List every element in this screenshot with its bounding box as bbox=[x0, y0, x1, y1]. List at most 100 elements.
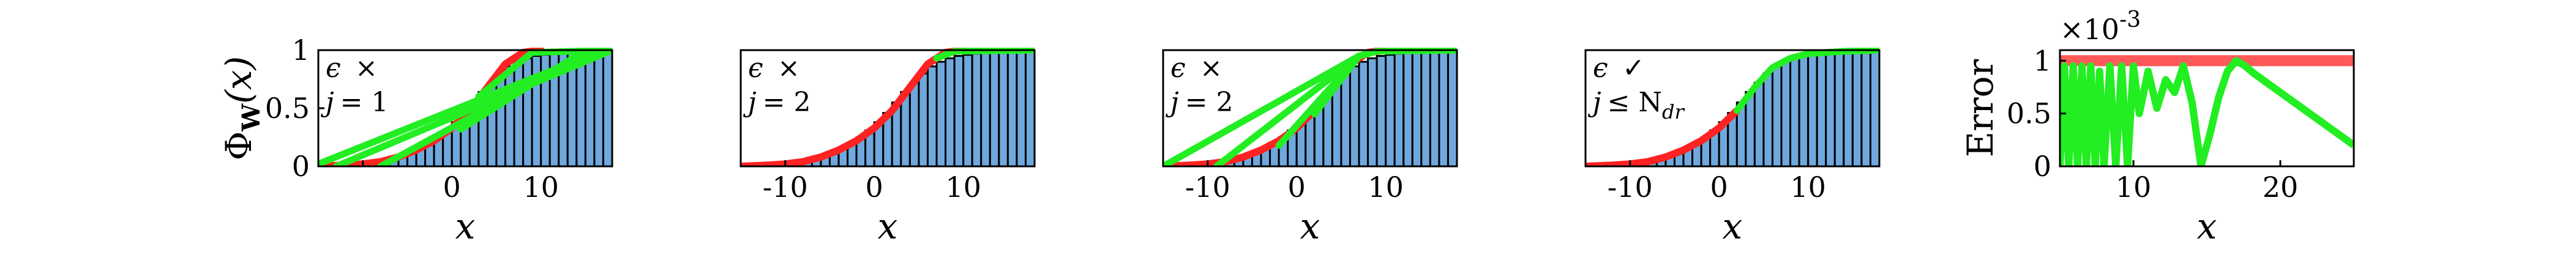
y-axis-label-sub: W bbox=[237, 103, 266, 132]
histogram-bar bbox=[1789, 57, 1800, 166]
histogram-bar bbox=[1411, 51, 1423, 166]
x-tick-label: 0 bbox=[1710, 171, 1728, 204]
multiplier-base: ×10 bbox=[2060, 13, 2119, 46]
histogram-bar bbox=[908, 81, 920, 166]
histogram-bar bbox=[513, 61, 525, 166]
histogram-bar bbox=[1753, 81, 1765, 166]
histogram-bar bbox=[1745, 91, 1756, 166]
histogram-bar bbox=[1340, 72, 1351, 166]
iteration-variable: j bbox=[320, 87, 334, 118]
epsilon-symbol: ϵ bbox=[1593, 53, 1608, 84]
status-mark: × bbox=[355, 53, 378, 84]
histogram-bar bbox=[1385, 54, 1396, 166]
x-tick-label: 20 bbox=[2263, 171, 2299, 204]
histogram-bar bbox=[1869, 49, 1879, 166]
plot-area bbox=[1586, 48, 1879, 166]
x-tick-label: 10 bbox=[1368, 171, 1404, 204]
histogram-bar bbox=[1358, 61, 1369, 166]
empirical-cdf-curve bbox=[1586, 106, 1741, 166]
approximation-segment bbox=[1311, 53, 1363, 117]
histogram-bar bbox=[980, 51, 991, 166]
error-series bbox=[2060, 57, 2354, 166]
histogram-bar bbox=[593, 50, 604, 166]
histogram-bar bbox=[1816, 53, 1827, 166]
iteration-label: j = 2 bbox=[743, 87, 811, 118]
histogram-bar bbox=[1006, 50, 1018, 166]
histogram-bar bbox=[945, 57, 956, 166]
x-axis-label: x bbox=[2197, 205, 2217, 247]
chart-panel-5: 10 20 0 0.5 1 x Error ×10-3 bbox=[1960, 7, 2355, 247]
y-axis-label-base: Φ bbox=[218, 131, 260, 161]
x-axis-label: x bbox=[878, 205, 898, 247]
histogram-bar bbox=[602, 49, 612, 166]
axes-box bbox=[1584, 49, 1881, 168]
y-axis-label-arg: (x) bbox=[218, 56, 260, 104]
histogram-bar bbox=[935, 61, 947, 166]
histogram-bar bbox=[1825, 51, 1836, 166]
axis-multiplier: ×10-3 bbox=[2060, 7, 2141, 46]
approximation-segment bbox=[332, 48, 612, 166]
iteration-value: ≤ N bbox=[1608, 87, 1662, 118]
iteration-value: = 2 bbox=[1185, 87, 1234, 118]
y-tick-label: 0.5 bbox=[265, 92, 310, 125]
status-mark: × bbox=[1200, 53, 1222, 84]
histogram-bar bbox=[575, 50, 586, 166]
x-tick-label: 0 bbox=[866, 171, 883, 204]
epsilon-symbol: ϵ bbox=[326, 53, 341, 84]
x-axis-label: x bbox=[1723, 205, 1743, 247]
x-tick-label: 0 bbox=[443, 171, 461, 204]
status-mark: × bbox=[777, 53, 800, 84]
iteration-value: = 1 bbox=[340, 87, 389, 118]
iteration-variable: j bbox=[1165, 87, 1179, 118]
y-tick-label: 0 bbox=[292, 150, 310, 183]
histogram-bar bbox=[1016, 50, 1027, 166]
x-tick-label: 0 bbox=[1288, 171, 1306, 204]
histogram-bar bbox=[918, 72, 929, 166]
histogram-bar bbox=[1843, 50, 1854, 166]
axes-box bbox=[2059, 49, 2355, 168]
iteration-label: j = 2 bbox=[1165, 87, 1234, 118]
y-axis-label: Error bbox=[1960, 59, 2001, 158]
iteration-label: j ≤ Ndr bbox=[1587, 87, 1685, 124]
histogram-bar bbox=[1762, 72, 1773, 166]
histogram-bar bbox=[1851, 50, 1863, 166]
y-tick-label: 1 bbox=[2034, 44, 2051, 77]
x-tick-label: -10 bbox=[1185, 171, 1230, 204]
histogram-bar bbox=[1376, 55, 1387, 166]
histogram-bar bbox=[1438, 50, 1449, 166]
histogram-bar bbox=[1420, 50, 1431, 166]
histogram-bar bbox=[989, 51, 1000, 166]
approximation-segment bbox=[1213, 53, 1363, 166]
plot-area bbox=[2060, 55, 2354, 166]
histogram-bar bbox=[1447, 49, 1457, 166]
histogram-bar bbox=[1331, 81, 1342, 166]
iteration-value: = 2 bbox=[763, 87, 811, 118]
x-axis-label: x bbox=[1300, 205, 1320, 247]
iteration-variable: j bbox=[1587, 87, 1601, 118]
histogram-bar bbox=[1771, 65, 1783, 166]
y-tick-label: 0 bbox=[2034, 150, 2051, 183]
x-tick-label: -10 bbox=[1608, 171, 1653, 204]
epsilon-symbol: ϵ bbox=[1170, 53, 1186, 84]
histogram-bar bbox=[1807, 54, 1818, 166]
x-tick-label: 10 bbox=[945, 171, 981, 204]
histogram-bar bbox=[1024, 49, 1035, 166]
iteration-subscript: dr bbox=[1662, 100, 1685, 124]
x-tick-label: -10 bbox=[763, 171, 808, 204]
histogram-bar bbox=[1429, 50, 1440, 166]
histogram-bar bbox=[1780, 61, 1792, 166]
axes-box bbox=[739, 49, 1036, 168]
histogram-bar bbox=[584, 50, 596, 166]
y-tick-label: 0.5 bbox=[2007, 97, 2051, 130]
histogram-bar bbox=[953, 55, 965, 166]
iteration-variable: j bbox=[743, 87, 757, 118]
histogram-bar bbox=[522, 57, 533, 166]
approximation-segment bbox=[1163, 53, 1363, 166]
iteration-label: j = 1 bbox=[320, 87, 389, 118]
status-mark: ✓ bbox=[1622, 53, 1645, 84]
